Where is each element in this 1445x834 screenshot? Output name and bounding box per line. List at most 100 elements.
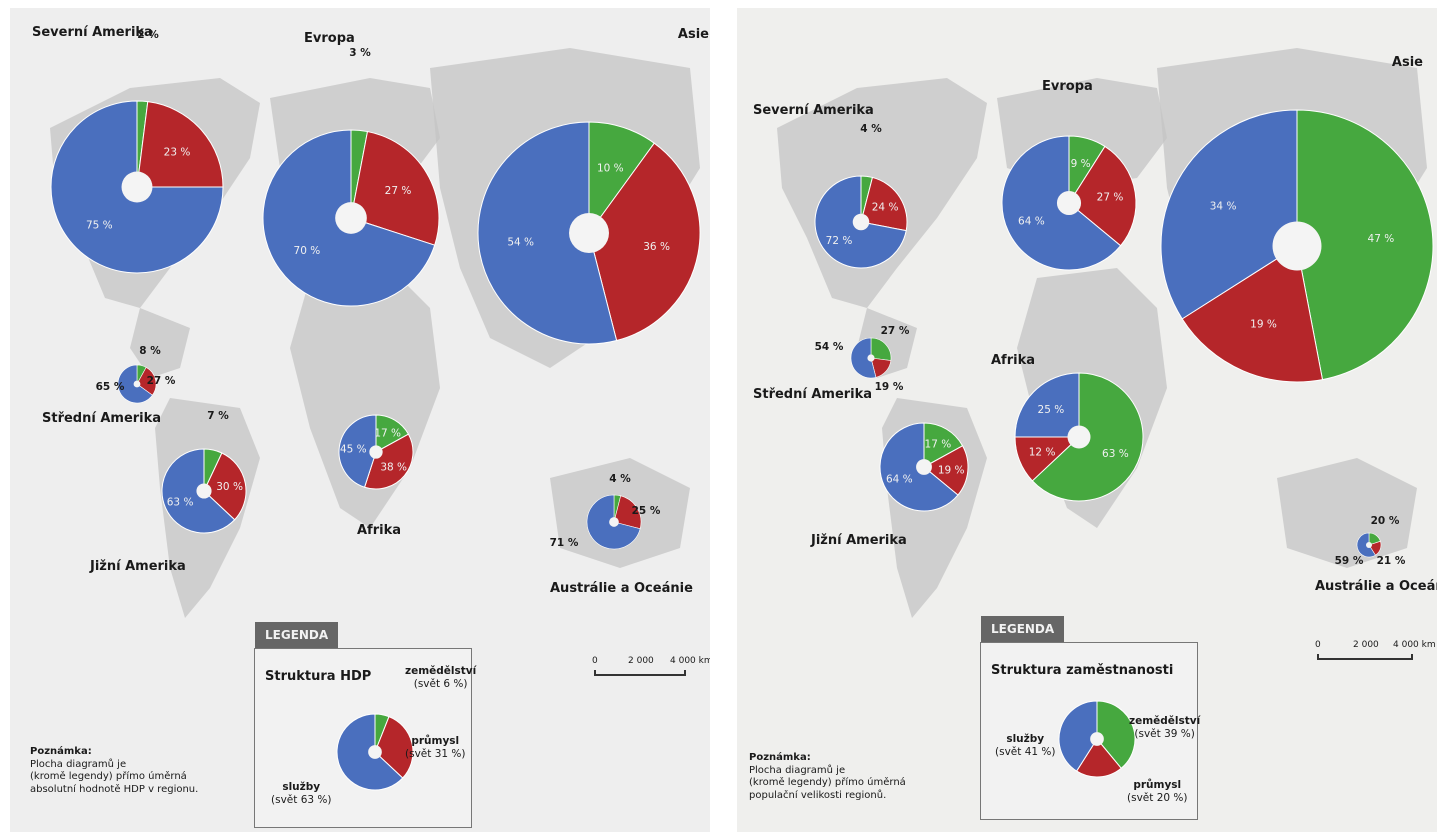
region-label-severni-amerika: Severní Amerika [753,103,874,118]
pie-afrika-slice-services [338,414,377,488]
pie-jizni-amerika-label-services: 63 % [167,496,194,508]
pie-asie-slice-agriculture [1296,109,1434,381]
pie-afrika-center-hole [1067,425,1091,449]
pie-stredni-amerika-slice-industry [136,366,157,396]
pie-stredni-amerika-outer-label-industry: 19 % [875,381,904,393]
legend-item-services-name: služby [282,781,321,793]
pie-jizni-amerika-label-industry: 19 % [938,465,965,477]
legend-pie-center-hole [1090,732,1104,746]
legend-item-services: služby (svět 63 %) [271,781,331,807]
note: Poznámka: Plocha diagramů je (kromě lege… [749,752,906,802]
legend-item-agriculture: zemědělství (svět 39 %) [1129,715,1200,741]
pie-jizni-amerika-slice-industry [203,452,247,521]
pie-stredni-amerika-outer-label-agriculture: 27 % [881,325,910,337]
legend-item-industry-name: průmysl [1133,779,1182,791]
note-heading: Poznámka: [749,752,811,763]
region-label-afrika: Afrika [357,523,401,538]
pie-evropa: 27 % 70 % 3 %Evropa [262,31,440,307]
legend-pie-slice-services [1058,700,1098,772]
scale-bar: 0 2 000 4 000 km [1315,640,1436,664]
pie-severni-amerika-slice-services [50,100,224,274]
pie-evropa-slice-industry [1068,145,1137,247]
gdp-structure-map: 23 % 75 % 2 % Severní Amerika 27 % 70 % 3 % Evr… [10,8,710,832]
pie-severni-amerika: 23 % 75 % 2 %Severní Amerika [32,25,224,274]
pie-evropa: 9 % 27 % 64 % Evropa [1001,79,1137,271]
pie-stredni-amerika: 65 % 27 % 8 % Střední Amerika [42,345,176,426]
region-label-severni-amerika: Severní Amerika [32,25,153,40]
pie-severni-amerika-label-industry: 23 % [164,147,191,159]
legend-item-agriculture: zemědělství (svět 6 %) [405,665,476,691]
pie-australie-a-oceanie-outer-label-services: 71 % [550,537,579,549]
pie-evropa-center-hole [335,202,367,234]
region-label-afrika: Afrika [991,353,1035,368]
region-label-asie: Asie [678,27,709,42]
gdp-map-svg: 23 % 75 % 2 %Severní Amerika 27 % 70 % 3 %Evr… [32,25,709,618]
legend-title: Struktura zaměstnanosti [991,663,1174,678]
pie-severni-amerika-outer-label-agriculture: 2 % [137,29,159,41]
legend-item-services-sub: (svět 63 %) [271,794,332,806]
note-heading: Poznámka: [30,746,92,757]
pie-severni-amerika-label-industry: 24 % [872,202,899,214]
legend-item-industry: průmysl (svět 31 %) [405,735,465,761]
pie-asie: 10 % 36 % 54 % Asie [477,27,709,345]
region-label-stredni-amerika: Střední Amerika [753,387,872,402]
legend-box: Struktura zaměstnanosti zemědělství (svě… [980,642,1200,820]
legend-pie-slice-agriculture [1096,700,1136,769]
pie-jizni-amerika-label-services: 64 % [886,474,913,486]
pie-asie-slice-industry [1181,245,1324,383]
pie-severni-amerika-center-hole [121,171,153,203]
pie-afrika-label-industry: 12 % [1029,447,1056,459]
pie-evropa-label-industry: 27 % [1097,192,1124,204]
pie-afrika-label-industry: 38 % [380,462,407,474]
scale-tick-0: 0 [1315,640,1321,650]
pie-severni-amerika-label-services: 72 % [826,235,853,247]
region-label-jizni-amerika: Jižní Amerika [810,533,907,548]
pie-evropa-label-services: 64 % [1018,216,1045,228]
employment-pies: 24 % 72 % 4 % Severní Amerika 9 % 27 % 64 % Evr… [753,55,1437,594]
legend-item-industry-sub: (svět 31 %) [405,748,466,760]
continent-shape-5 [290,268,440,528]
pie-australie-a-oceanie: 59 % 21 % 20 % Austrálie a Oceánie [1315,515,1437,594]
pie-afrika-label-services: 45 % [340,443,367,455]
pie-australie-a-oceanie-center-hole [609,517,619,527]
pie-australie-a-oceanie: 71 % 25 % 4 % Austrálie a Oceánie [550,473,693,596]
pie-jizni-amerika-slice-industry [923,445,969,496]
region-label-jizni-amerika: Jižní Amerika [89,559,186,574]
region-label-australie-a-oceanie: Austrálie a Oceánie [550,581,693,596]
scale-line [594,670,686,676]
pie-stredni-amerika-outer-label-industry: 27 % [147,375,176,387]
pie-stredni-amerika: 54 % 19 % 27 % Střední Amerika [753,325,910,402]
legend-box: Struktura HDP zemědělství (svět 6 %) prů… [254,648,476,828]
pie-australie-a-oceanie-outer-label-agriculture: 20 % [1371,515,1400,527]
legend-item-agriculture-name: zemědělství [1129,715,1201,727]
pie-afrika-label-agriculture: 63 % [1102,448,1129,460]
scale-tick-0: 0 [592,656,598,666]
gdp-pies: 23 % 75 % 2 %Severní Amerika 27 % 70 % 3 %Evr… [32,25,709,596]
legend-item-agriculture-sub: (svět 6 %) [413,678,468,690]
pie-asie-slice-services [477,121,618,345]
pie-stredni-amerika-center-hole [133,380,141,388]
pie-afrika-center-hole [369,445,383,459]
pie-jizni-amerika-center-hole [196,483,212,499]
legend-item-industry-name: průmysl [411,735,460,747]
pie-jizni-amerika-label-industry: 30 % [216,481,243,493]
legend-item-industry-sub: (svět 20 %) [1127,792,1188,804]
pie-jizni-amerika-slice-agriculture [923,422,964,468]
region-label-asie: Asie [1392,55,1423,70]
employment-map-svg: 24 % 72 % 4 % Severní Amerika 9 % 27 % 64 % Evr… [753,48,1437,618]
scale-tick-2000: 2 000 [1353,640,1379,650]
note-line-1: Plocha diagramů je [749,764,846,776]
note-line-2: (kromě legendy) přímo úměrná [749,777,906,788]
pie-asie-label-agriculture: 10 % [597,163,624,175]
pie-australie-a-oceanie-outer-label-industry: 21 % [1377,555,1406,567]
pie-australie-a-oceanie-slice-industry [613,495,642,530]
pie-asie-label-industry: 19 % [1250,318,1277,330]
legend-tab: LEGENDA [255,622,339,648]
pie-jizni-amerika: 17 % 19 % 64 % Jižní Amerika [810,422,969,548]
pie-severni-amerika: 24 % 72 % 4 % Severní Amerika [753,103,908,269]
note-line-1: Plocha diagramů je [30,758,127,770]
pie-asie-slice-industry [588,142,701,342]
pie-australie-a-oceanie-outer-label-agriculture: 4 % [609,473,631,485]
pie-severni-amerika-outer-label-agriculture: 4 % [860,123,882,135]
pie-severni-amerika-center-hole [852,213,870,231]
